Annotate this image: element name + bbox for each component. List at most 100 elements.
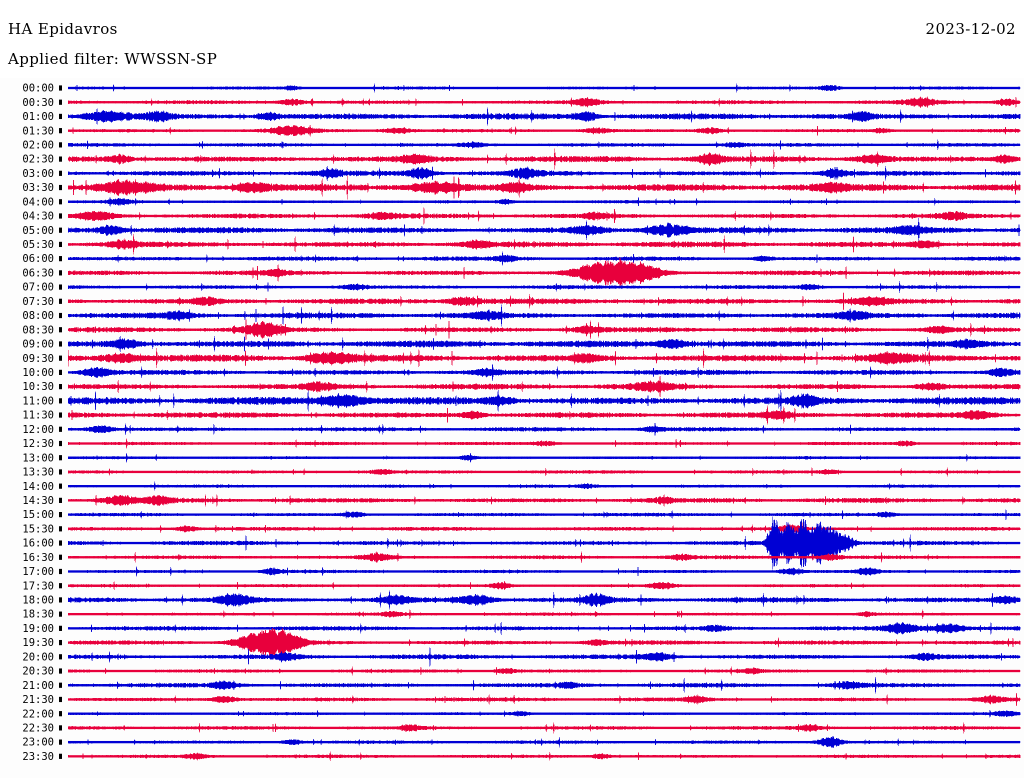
record-date: 2023-12-02	[925, 20, 1016, 38]
time-tick-mark	[59, 455, 62, 461]
time-tick-mark	[59, 753, 62, 759]
time-tick-label: 00:00	[22, 83, 54, 95]
time-tick-mark	[59, 583, 62, 589]
time-tick-mark	[59, 568, 62, 575]
trace-baseline	[68, 101, 1020, 104]
trace-baseline	[68, 541, 1020, 545]
time-tick-marks	[59, 85, 62, 759]
trace-baseline	[68, 442, 1020, 445]
time-tick-mark	[59, 611, 62, 617]
time-tick-mark	[59, 312, 62, 319]
trace-baseline	[68, 314, 1020, 317]
trace-baseline	[68, 570, 1020, 573]
trace-baseline	[68, 527, 1020, 530]
time-tick-mark	[59, 85, 62, 91]
time-tick-mark	[59, 170, 62, 176]
time-tick-mark	[59, 440, 62, 447]
trace-baseline	[68, 726, 1020, 730]
time-tick-mark	[59, 241, 62, 248]
time-tick-label: 15:00	[22, 509, 54, 521]
trace-baseline	[68, 172, 1020, 175]
applied-filter-label: Applied filter: WWSSN-SP	[8, 50, 218, 68]
trace-baseline	[68, 371, 1020, 374]
trace-baseline	[68, 271, 1020, 275]
time-tick-mark	[59, 639, 62, 646]
helicorder-svg: 00:00 00:30 01:00 01:30 02:00 02:30 03:00 03:30…	[0, 78, 1024, 778]
time-tick-mark	[59, 526, 62, 532]
time-tick-mark	[59, 384, 62, 390]
time-tick-mark	[59, 99, 62, 105]
time-tick-label: 08:00	[22, 310, 54, 322]
time-tick-label: 11:00	[22, 395, 54, 407]
trace-baseline	[68, 229, 1020, 232]
time-tick-label: 00:30	[22, 97, 54, 109]
time-tick-mark	[59, 284, 62, 290]
time-tick-mark	[59, 725, 62, 731]
time-tick-mark	[59, 398, 62, 404]
trace-baseline	[68, 200, 1020, 203]
trace-baseline	[68, 413, 1020, 417]
time-tick-label: 09:30	[22, 353, 54, 365]
time-tick-mark	[59, 426, 62, 432]
time-tick-mark	[59, 696, 62, 703]
trace-baseline	[68, 86, 1020, 90]
time-tick-label: 16:00	[22, 538, 54, 550]
time-tick-label: 23:30	[22, 751, 54, 763]
time-tick-mark	[59, 711, 62, 717]
time-tick-label: 13:00	[22, 452, 54, 464]
time-tick-mark	[59, 270, 62, 276]
time-tick-label: 06:00	[22, 253, 54, 265]
time-tick-mark	[59, 213, 62, 219]
time-tick-label: 11:30	[22, 410, 54, 422]
trace-baseline	[68, 755, 1020, 758]
trace-baseline	[68, 584, 1020, 587]
trace-baseline	[68, 641, 1020, 644]
trace-baseline	[68, 698, 1020, 701]
time-tick-mark	[59, 512, 62, 518]
time-tick-label: 02:30	[22, 154, 54, 166]
trace-baseline	[68, 513, 1020, 516]
time-tick-label: 21:00	[22, 680, 54, 692]
trace-baseline	[68, 612, 1020, 616]
trace-baseline	[68, 712, 1020, 715]
time-tick-mark	[59, 554, 62, 560]
time-tick-label: 19:00	[22, 623, 54, 635]
time-tick-label: 22:00	[22, 708, 54, 720]
time-tick-label: 15:30	[22, 523, 54, 535]
time-tick-label: 06:30	[22, 267, 54, 279]
trace-baseline	[68, 470, 1020, 474]
trace-baseline	[68, 655, 1020, 658]
trace-baseline	[68, 157, 1020, 161]
trace-baseline	[68, 556, 1020, 559]
trace-baseline	[68, 740, 1020, 744]
trace-baseline	[68, 186, 1020, 189]
time-tick-mark	[59, 483, 62, 489]
time-tick-label: 10:00	[22, 367, 54, 379]
time-tick-mark	[59, 298, 62, 304]
time-tick-label: 23:00	[22, 737, 54, 749]
time-tick-label: 07:30	[22, 296, 54, 308]
time-tick-label: 18:30	[22, 609, 54, 621]
time-tick-mark	[59, 113, 62, 120]
trace-baseline	[68, 243, 1020, 246]
trace-baseline	[68, 485, 1020, 488]
time-tick-label: 14:00	[22, 481, 54, 493]
time-tick-label: 18:00	[22, 595, 54, 607]
time-tick-label: 10:30	[22, 381, 54, 393]
time-tick-label: 12:30	[22, 438, 54, 450]
trace-baseline	[68, 499, 1020, 502]
time-tick-mark	[59, 497, 62, 503]
time-tick-mark	[59, 142, 62, 148]
trace-baseline	[68, 357, 1020, 360]
trace-group	[67, 83, 1021, 762]
time-tick-label: 01:30	[22, 125, 54, 137]
trace-baseline	[68, 627, 1020, 630]
trace-baseline	[68, 399, 1020, 402]
trace-baseline	[68, 143, 1020, 147]
time-tick-label: 13:30	[22, 467, 54, 479]
time-tick-mark	[59, 369, 62, 375]
time-tick-mark	[59, 597, 62, 603]
time-tick-label: 03:00	[22, 168, 54, 180]
time-tick-mark	[59, 128, 62, 134]
